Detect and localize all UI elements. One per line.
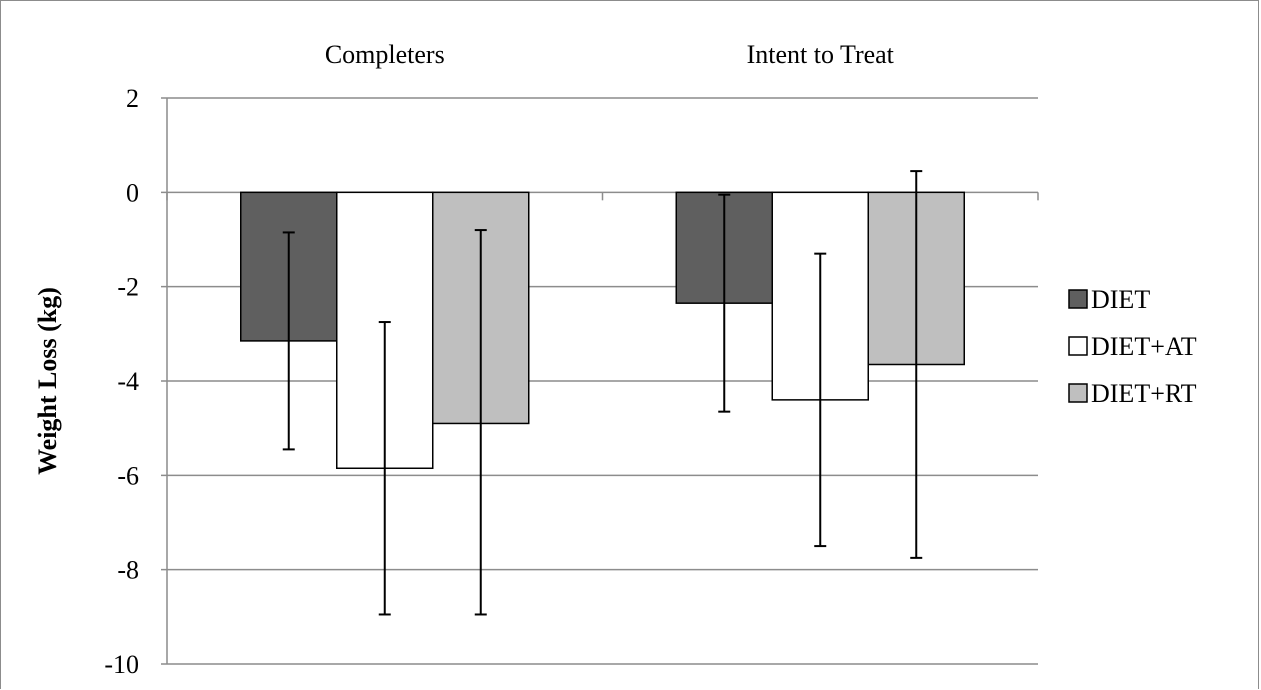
y-tick-label: -2: [117, 273, 139, 302]
category-label: Completers: [325, 40, 445, 69]
legend-label: DIET+RT: [1091, 379, 1197, 408]
y-tick-label: 2: [126, 84, 139, 113]
gridlines: [161, 97, 1038, 665]
error-bars: [282, 170, 923, 616]
y-axis-title: Weight Loss (kg): [33, 287, 62, 475]
legend-swatch: [1068, 336, 1088, 356]
y-axis: 2 0 -2 -4 -6 -8 -10: [104, 84, 1039, 679]
legend-swatch: [1068, 383, 1088, 403]
legend-label: DIET+AT: [1091, 332, 1197, 361]
y-tick-label: -10: [104, 650, 139, 679]
category-label: Intent to Treat: [747, 40, 895, 69]
legend: DIET DIET+AT DIET+RT: [1068, 285, 1197, 408]
y-tick-label: -4: [117, 367, 139, 396]
legend-label: DIET: [1091, 285, 1150, 314]
y-tick-label: -8: [117, 556, 139, 585]
y-tick-label: 0: [126, 178, 139, 207]
category-labels: Completers Intent to Treat: [325, 40, 895, 69]
bars: [240, 191, 965, 470]
y-tick-label: -6: [117, 461, 139, 490]
legend-swatch: [1068, 289, 1088, 309]
